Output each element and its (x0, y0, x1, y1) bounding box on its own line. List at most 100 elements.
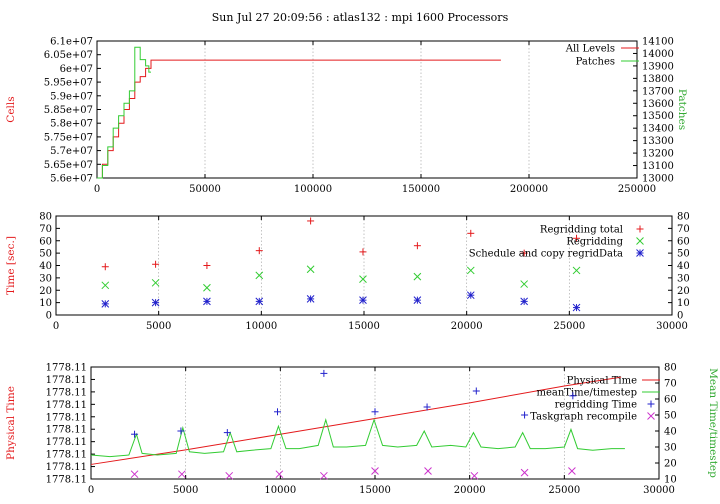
y-tick-label: 5.7e+07 (50, 146, 93, 157)
y-tick-label: 6.1e+07 (50, 37, 93, 48)
data-point-d2 (520, 297, 529, 306)
data-point-d2 (572, 266, 581, 275)
data-point-d2 (320, 471, 328, 480)
y2-tick-label: 50 (677, 249, 690, 260)
x-tick-label: 0 (53, 321, 59, 332)
data-point-d2 (203, 283, 211, 292)
y-tick-label: 5.6e+07 (50, 174, 93, 185)
y-tick-label: 5.85e+07 (44, 105, 93, 116)
data-point-d2 (178, 470, 186, 479)
y2-tick-label: 13000 (642, 174, 674, 185)
x-tick-label: 50000 (189, 184, 221, 195)
y-tick-label: 5.9e+07 (50, 91, 93, 102)
y-tick-label: 1778.11 (46, 375, 87, 386)
legend-marker-d2 (647, 412, 655, 420)
y2-tick-label: 30 (664, 443, 677, 454)
data-point-d2 (275, 470, 284, 479)
data-point-d2 (306, 265, 315, 274)
x-tick-label: 250000 (618, 184, 656, 195)
y-tick-label: 1778.11 (46, 400, 87, 411)
y-tick-label: 30 (39, 273, 52, 284)
y-tick-label: 5.8e+07 (50, 119, 93, 130)
y-tick-label: 5.75e+07 (44, 132, 93, 143)
y2-tick-label: 13500 (642, 111, 674, 122)
x-tick-label: 5000 (146, 321, 171, 332)
series-line-2 (97, 46, 151, 179)
data-point-d2 (203, 297, 211, 306)
x-tick-label: 100000 (294, 184, 332, 195)
y-tick-label: 0 (46, 311, 52, 322)
legend-label: regridding Time (555, 400, 637, 411)
data-point-d2 (520, 468, 529, 477)
data-point-d2 (413, 296, 422, 305)
y-tick-label: 1778.11 (46, 363, 87, 374)
x-tick-label: 10000 (264, 485, 296, 496)
legend-label: All Levels (565, 44, 615, 55)
legend-label: Regridding total (540, 225, 623, 236)
y-tick-label: 1778.11 (46, 425, 87, 436)
y-tick-label: 1778.11 (46, 450, 87, 461)
data-point-d2 (151, 278, 160, 287)
y2-tick-label: 70 (664, 379, 677, 390)
y2-tick-label: 50 (664, 411, 677, 422)
legend-label: Physical Time (567, 376, 637, 387)
data-point-d2 (101, 300, 110, 308)
y2-tick-label: 80 (677, 212, 690, 223)
data-point-d2 (359, 296, 367, 305)
y2-tick-label: 13600 (642, 99, 674, 110)
y-tick-label: 6e+07 (60, 64, 93, 75)
y-tick-label: 40 (39, 261, 52, 272)
x-tick-label: 25000 (548, 485, 580, 496)
x-tick-label: 150000 (402, 184, 440, 195)
legend-marker-d2 (636, 237, 644, 245)
y-tick-label: 6.05e+07 (44, 50, 93, 61)
y-tick-label: 1778.11 (46, 475, 87, 486)
y-tick-label: 5.95e+07 (44, 78, 93, 89)
y2-tick-label: 13700 (642, 86, 674, 97)
data-point-d2 (101, 281, 110, 290)
series-line-1 (97, 59, 501, 179)
y2-tick-label: 13300 (642, 136, 674, 147)
y2-tick-label: 70 (677, 224, 690, 235)
y2-tick-label: 80 (664, 363, 677, 374)
data-point-d2 (413, 272, 422, 281)
y2-tick-label: 13800 (642, 74, 674, 85)
x-tick-label: 0 (88, 485, 94, 496)
y2-tick-label: 40 (677, 261, 690, 272)
y-axis-title: Time [sec.] (5, 236, 17, 295)
plot-frame (55, 215, 673, 316)
y-axis-title: Physical Time (5, 386, 17, 460)
series-line-1 (90, 376, 622, 465)
y2-tick-label: 20 (677, 286, 690, 297)
data-point-d2 (572, 303, 581, 312)
legend-label: Taskgraph recompile (530, 412, 637, 423)
y-tick-label: 1778.11 (46, 387, 87, 398)
legend-label: Patches (576, 57, 615, 68)
y-tick-label: 10 (39, 298, 52, 309)
y-tick-label: 5.65e+07 (44, 160, 93, 171)
chart-panel-1: 0 50000 100000 150000 200000 250000 5.6e+07 5.6… (5, 37, 688, 196)
plot-frame (96, 40, 638, 179)
x-tick-label: 200000 (510, 184, 548, 195)
data-point-d2 (359, 275, 367, 283)
y2-tick-label: 13100 (642, 161, 674, 172)
data-point-d2 (466, 291, 475, 300)
data-point-d2 (255, 297, 264, 306)
y2-tick-label: 10 (664, 475, 677, 486)
data-point-d2 (151, 298, 160, 307)
y2-tick-label: 13200 (642, 149, 674, 160)
x-tick-label: 30000 (643, 485, 675, 496)
y2-axis-title: Mean Time/timestep (707, 368, 719, 478)
data-point-d2 (520, 280, 529, 288)
y2-tick-label: 10 (677, 298, 690, 309)
y2-tick-label: 30 (677, 273, 690, 284)
x-tick-label: 5000 (173, 485, 198, 496)
x-tick-label: 20000 (454, 485, 486, 496)
y-tick-label: 50 (39, 249, 52, 260)
data-point-d2 (225, 471, 234, 480)
y2-tick-label: 13900 (642, 61, 674, 72)
y-tick-label: 1778.11 (46, 462, 87, 473)
y-tick-label: 80 (39, 212, 52, 223)
data-point-d2 (371, 467, 379, 475)
data-point-d2 (306, 295, 315, 303)
